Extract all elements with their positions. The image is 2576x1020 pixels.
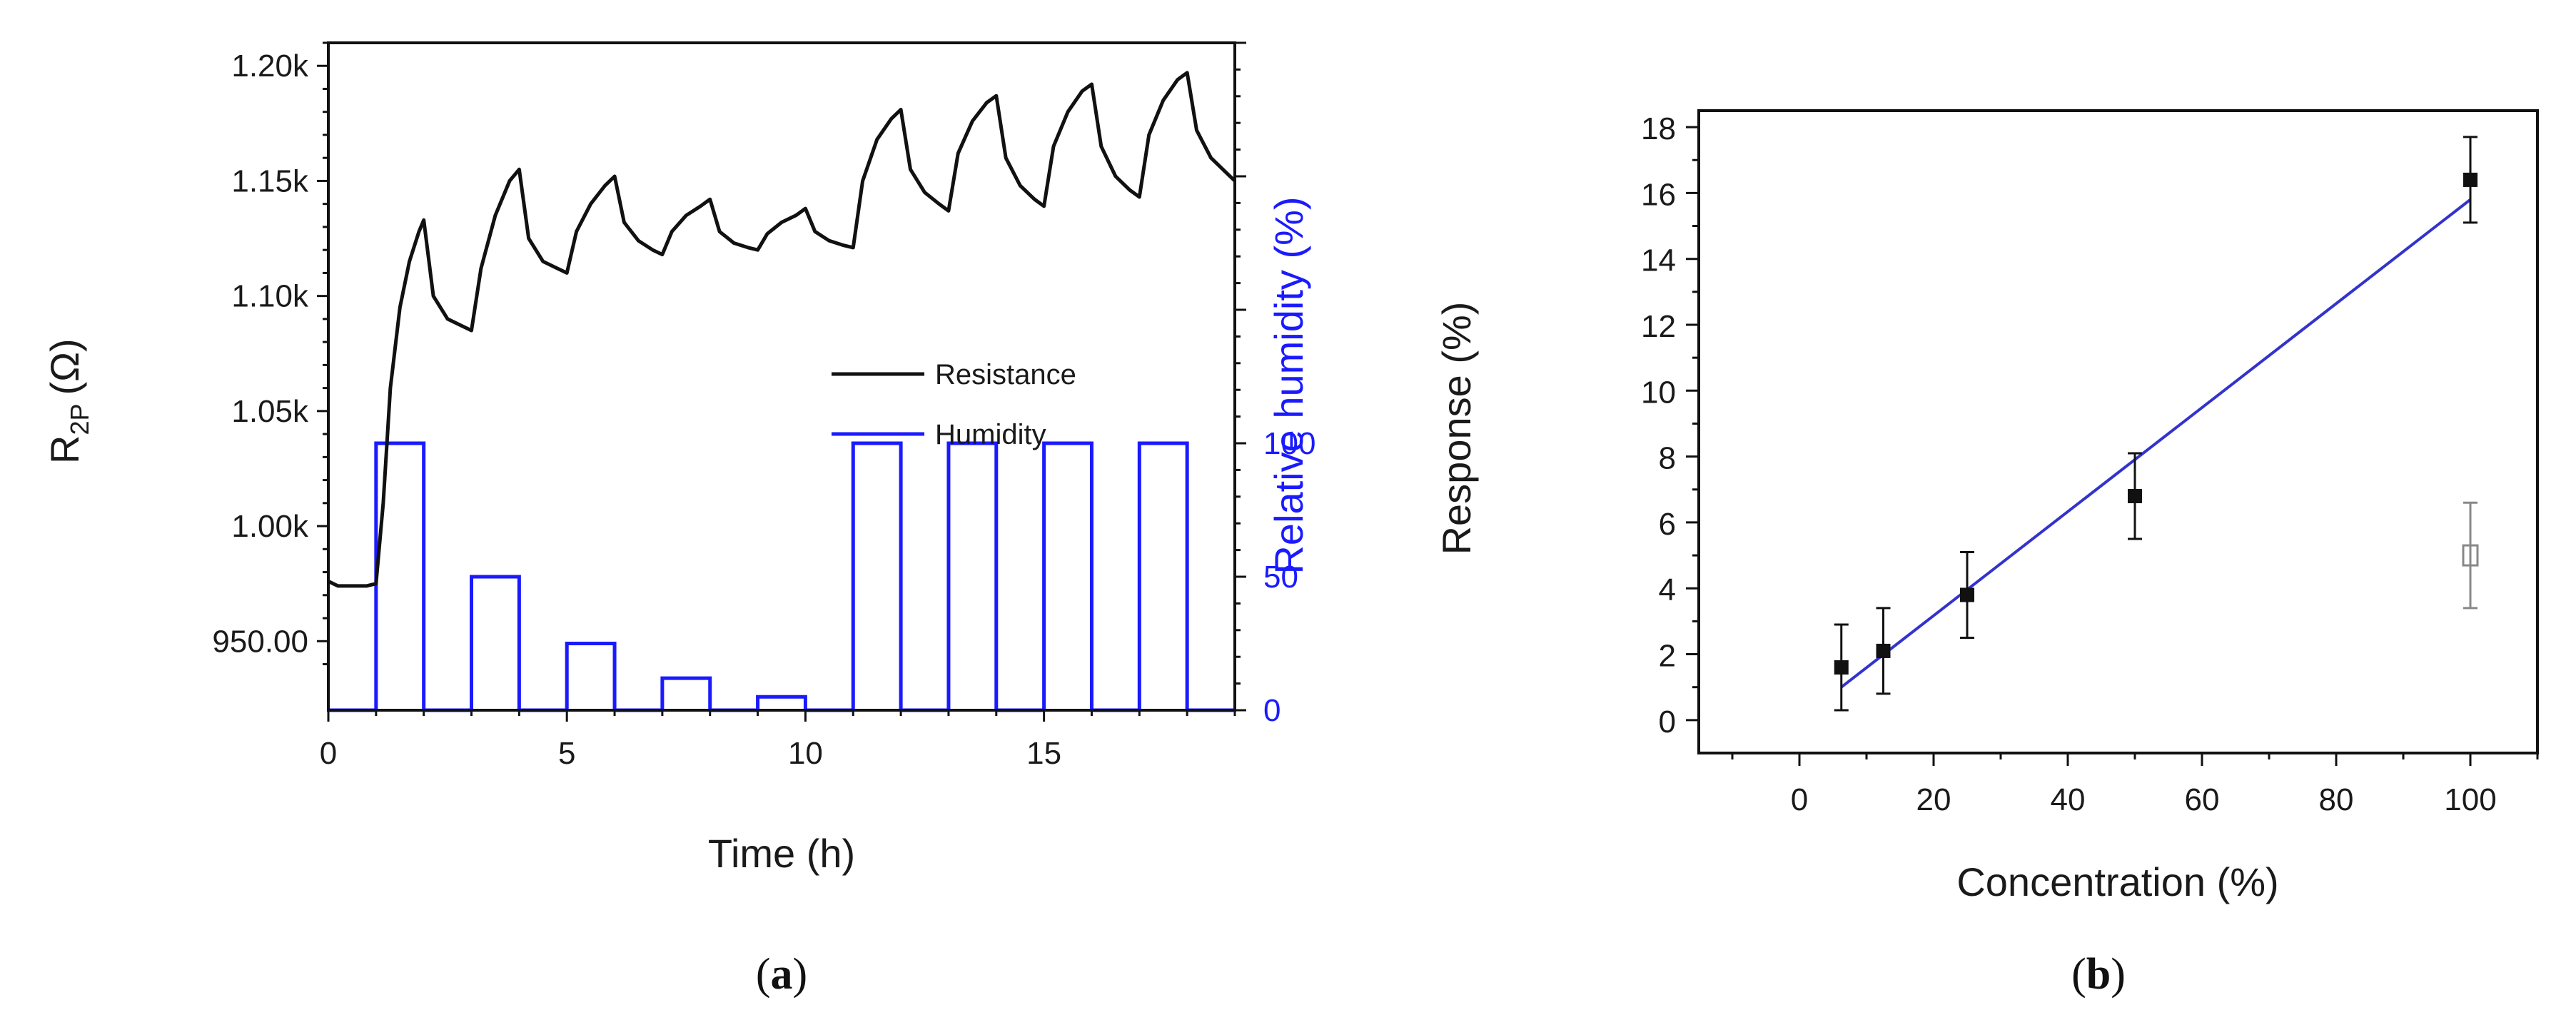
a-x-tick-label: 15: [1026, 736, 1061, 771]
a-y-tick-label: 1.10k: [231, 279, 309, 314]
b-y-tick-label: 14: [1641, 243, 1676, 278]
a-humidity-pulse: [756, 695, 807, 710]
a-humidity-pulse: [1137, 441, 1189, 710]
a-right-tick-label: 50: [1263, 560, 1298, 595]
a-resistance-line: [327, 71, 1236, 588]
b-x-tick-label: 20: [1916, 782, 1951, 817]
b-y-tick-label: 6: [1659, 507, 1676, 542]
a-legend-label-humidity: Humidity: [935, 419, 1046, 450]
a-humidity-pulse: [946, 441, 999, 710]
a-y-tick-label: 1.15k: [231, 163, 309, 198]
b-x-axis-label: Concentration (%): [1956, 859, 2278, 904]
a-humidity-pulse: [1042, 441, 1093, 710]
a-right-axis-ticks: 0 50 100: [1235, 41, 1315, 728]
a-y-tick-label: 1.05k: [231, 394, 309, 429]
a-right-tick-label: 0: [1263, 693, 1281, 728]
a-y-axis-ticks: 950.00 1.00k 1.05k 1.10k 1.15k 1.20k: [212, 41, 328, 666]
a-x-axis-label: Time (h): [708, 831, 855, 876]
a-legend-label-resistance: Resistance: [935, 359, 1076, 390]
a-legend: Resistance Humidity: [832, 359, 1076, 450]
a-x-tick-label: 5: [558, 736, 575, 771]
b-data-points: [1834, 136, 2479, 712]
a-x-tick-label: 10: [788, 736, 823, 771]
b-y-axis-ticks: 0 2 4 6 8 10 12 14 16 18: [1641, 111, 1699, 739]
a-y-label-sub: 2P: [65, 404, 94, 435]
a-y-tick-label: 1.00k: [231, 509, 309, 544]
b-x-tick-label: 60: [2185, 782, 2220, 817]
a-y-label-unit: (Ω): [42, 338, 87, 395]
chart-b: 0 2 4 6 8 10 12 14 16 18 0 20 40 60 80 100 Concentrati…: [1434, 109, 2539, 999]
a-x-tick-label: 0: [320, 736, 337, 771]
a-y-label-main: R: [42, 435, 87, 464]
svg-text:R2P(Ω): R2P (Ω): [42, 338, 94, 464]
b-data-point: [1876, 643, 1891, 658]
a-humidity-pulse: [851, 441, 903, 710]
b-y-tick-label: 10: [1641, 375, 1676, 410]
b-data-point: [1960, 587, 1974, 602]
b-data-point: [2128, 489, 2142, 503]
b-y-tick-label: 2: [1659, 639, 1676, 674]
b-data-point: [2463, 172, 2477, 187]
a-humidity-pulse: [470, 575, 521, 710]
a-right-axis-label: Relative humidity (%): [1266, 196, 1311, 574]
b-y-tick-label: 4: [1659, 572, 1676, 607]
b-y-tick-label: 12: [1641, 309, 1676, 344]
a-y-tick-label: 950.00: [212, 624, 308, 659]
a-x-axis-ticks: 0 5 10 15: [320, 710, 1236, 771]
a-panel-label: (a): [756, 950, 807, 999]
b-fit-line: [1840, 198, 2472, 689]
b-y-tick-label: 18: [1641, 111, 1676, 146]
b-y-tick-label: 16: [1641, 177, 1676, 212]
b-x-axis-ticks: 0 20 40 60 80 100: [1731, 753, 2539, 817]
b-y-tick-label: 0: [1659, 705, 1676, 739]
a-humidity-pulse: [660, 676, 712, 710]
a-y-axis-label: R2P (Ω): [42, 338, 94, 464]
a-y-tick-label: 1.20k: [231, 49, 309, 84]
a-humidity-pulse: [565, 642, 617, 710]
b-y-tick-label: 8: [1659, 441, 1676, 476]
b-x-tick-label: 40: [2051, 782, 2086, 817]
b-x-tick-label: 80: [2319, 782, 2354, 817]
b-y-axis-label: Response (%): [1434, 302, 1479, 555]
b-panel-label: (b): [2071, 950, 2126, 999]
a-plot-frame: [327, 41, 1236, 712]
b-plot-frame: [1697, 109, 2539, 754]
a-right-tick-label: 100: [1263, 426, 1315, 461]
b-data-point-open: [2462, 544, 2479, 567]
b-x-tick-label: 0: [1791, 782, 1808, 817]
a-humidity-series: [328, 441, 1235, 712]
b-data-point: [1834, 660, 1849, 675]
b-x-tick-label: 100: [2444, 782, 2496, 817]
